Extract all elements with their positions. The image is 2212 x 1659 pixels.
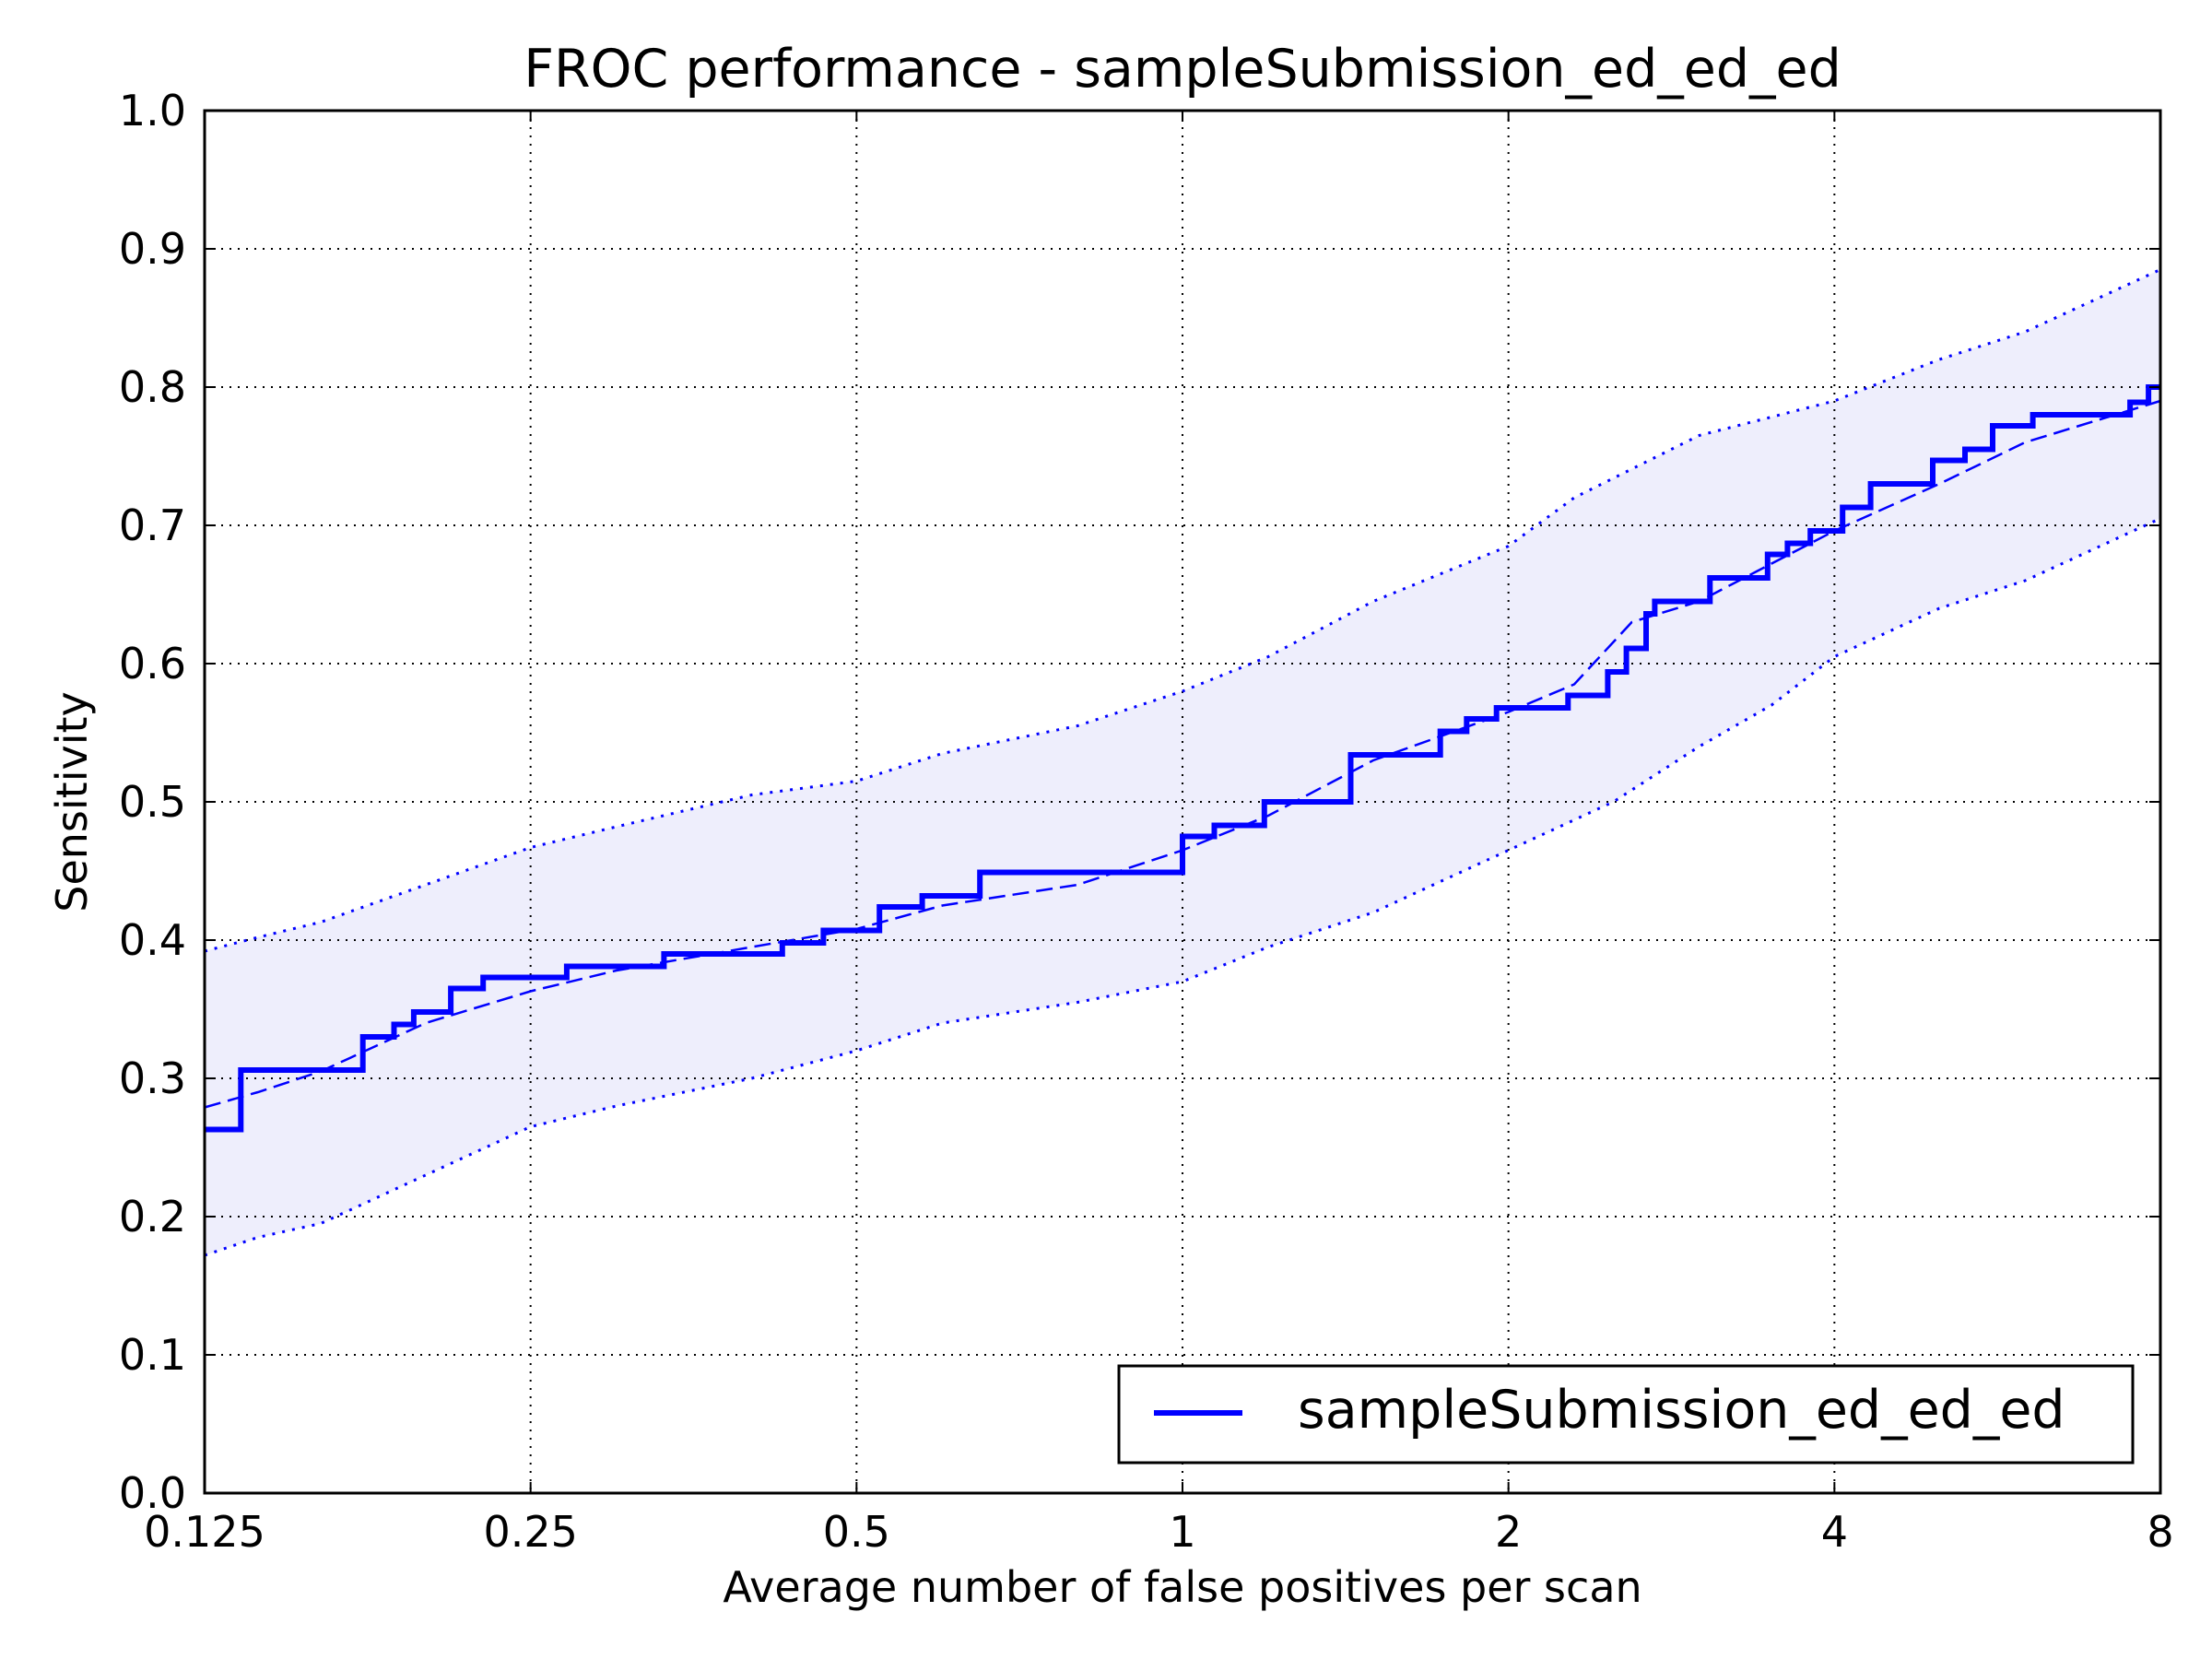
y-tick-label: 0.7 <box>119 500 186 550</box>
x-tick-label: 2 <box>1495 1507 1522 1557</box>
y-tick-label: 1.0 <box>119 86 186 135</box>
x-tick-label: 1 <box>1169 1507 1195 1557</box>
froc-curve <box>205 384 2160 1133</box>
y-axis-label: Sensitivity <box>47 691 97 912</box>
chart-title: FROC performance - sampleSubmission_ed_e… <box>524 39 1841 100</box>
x-axis-label: Average number of false positives per sc… <box>723 1562 1641 1612</box>
dotted-bound-3 <box>204 517 2161 1257</box>
y-tick-label: 0.1 <box>119 1330 186 1380</box>
y-tick-label: 0.0 <box>119 1468 186 1518</box>
x-tick-label: 0.25 <box>483 1507 577 1557</box>
dashed-curve <box>204 399 2161 1109</box>
x-tick-label: 0.5 <box>823 1507 890 1557</box>
legend-label: sampleSubmission_ed_ed_ed <box>1298 1380 2065 1441</box>
y-tick-label: 0.8 <box>119 362 186 412</box>
legend: sampleSubmission_ed_ed_ed <box>1117 1364 2135 1465</box>
y-tick-label: 0.6 <box>119 639 186 688</box>
legend-box <box>1117 1364 2135 1465</box>
x-tick-label: 0.125 <box>144 1507 265 1557</box>
x-tick-label: 8 <box>2147 1507 2173 1557</box>
x-tick-label: 4 <box>1821 1507 1848 1557</box>
y-tick-label: 0.9 <box>119 224 186 274</box>
y-tick-label: 0.2 <box>119 1192 186 1241</box>
y-tick-label: 0.4 <box>119 915 186 965</box>
y-tick-label: 0.5 <box>119 777 186 827</box>
y-tick-label: 0.3 <box>119 1053 186 1103</box>
confidence-band <box>205 269 2160 1255</box>
